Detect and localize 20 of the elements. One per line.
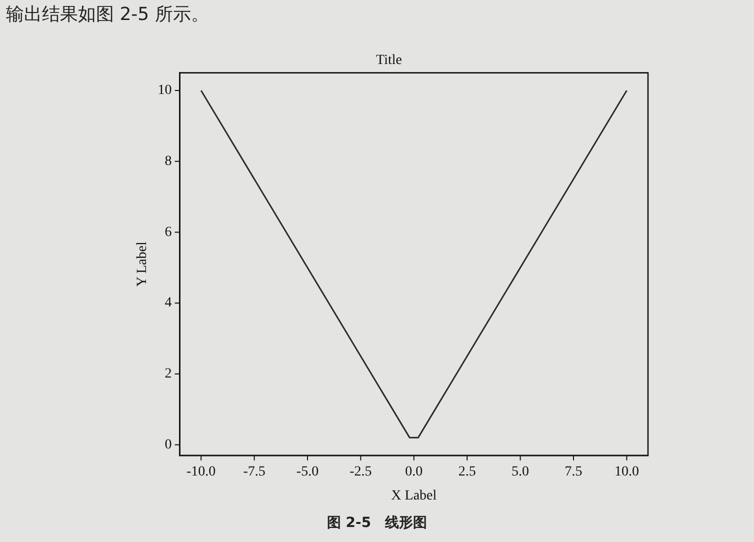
y-tick-label: 4 bbox=[164, 296, 172, 311]
y-axis-title: Y Label bbox=[135, 242, 150, 287]
y-tick-label: 6 bbox=[164, 224, 172, 240]
x-tick-label: 7.5 bbox=[564, 464, 582, 480]
x-tick-label: -7.5 bbox=[243, 464, 266, 480]
x-tick-label: 2.5 bbox=[458, 464, 476, 480]
x-tick-label: -2.5 bbox=[350, 464, 372, 480]
y-tick-label: 10 bbox=[158, 83, 172, 98]
y-tick-label: 2 bbox=[164, 366, 172, 382]
y-tick-label: 8 bbox=[164, 154, 172, 170]
caption: 图 2-5 线形图 bbox=[326, 514, 428, 532]
chart-title: Title bbox=[376, 53, 402, 68]
x-tick-label: 10.0 bbox=[614, 464, 639, 480]
x-axis-title: X Label bbox=[391, 488, 437, 504]
x-tick-label: -10.0 bbox=[186, 464, 216, 480]
x-tick-label: 5.0 bbox=[512, 464, 530, 480]
y-tick-label: 0 bbox=[164, 437, 172, 452]
text: 输出结果如图 2-5 所示。 bbox=[6, 3, 209, 26]
x-tick-label: -5.0 bbox=[296, 464, 319, 480]
x-tick-label: 0.0 bbox=[405, 464, 423, 480]
